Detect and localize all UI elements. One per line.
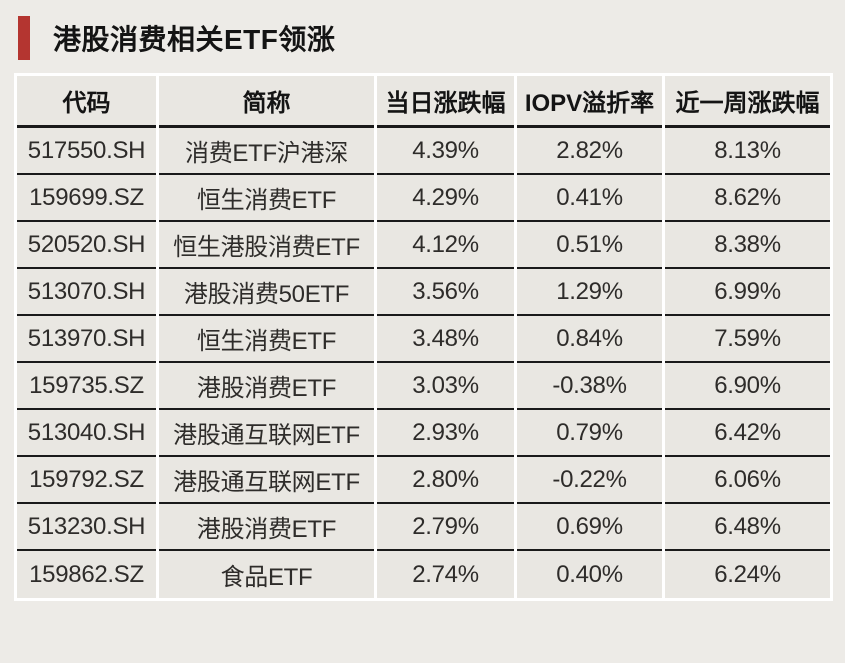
section-header: 港股消费相关ETF领涨 [18,15,845,60]
cell-weekly-change: 6.42% [665,410,830,457]
cell-daily-change: 4.39% [377,128,514,175]
cell-weekly-change: 6.48% [665,504,830,551]
cell-daily-change: 2.74% [377,551,514,598]
cell-iopv-premium: 2.82% [517,128,662,175]
cell-iopv-premium: 0.84% [517,316,662,363]
cell-weekly-change: 7.59% [665,316,830,363]
column-header: IOPV溢折率 [517,76,662,128]
cell-weekly-change: 6.06% [665,457,830,504]
cell-short-name: 食品ETF [159,551,374,598]
cell-iopv-premium: 0.40% [517,551,662,598]
page-title: 港股消费相关ETF领涨 [53,23,336,55]
cell-code: 513040.SH [17,410,156,457]
cell-short-name: 港股消费ETF [159,363,374,410]
table-row: 520520.SH 恒生港股消费ETF 4.12% 0.51% 8.38% [17,222,830,269]
cell-short-name: 恒生消费ETF [159,316,374,363]
column-header: 近一周涨跌幅 [665,76,830,128]
title-accent-bar [18,15,30,60]
cell-daily-change: 3.48% [377,316,514,363]
table-row: 513970.SH 恒生消费ETF 3.48% 0.84% 7.59% [17,316,830,363]
cell-iopv-premium: 1.29% [517,269,662,316]
table-row: 159862.SZ 食品ETF 2.74% 0.40% 6.24% [17,551,830,598]
table-row: 159699.SZ 恒生消费ETF 4.29% 0.41% 8.62% [17,175,830,222]
cell-weekly-change: 6.24% [665,551,830,598]
table-body: 517550.SH 消费ETF沪港深 4.39% 2.82% 8.13% 159699.S… [17,128,830,598]
cell-code: 159792.SZ [17,457,156,504]
cell-iopv-premium: 0.41% [517,175,662,222]
cell-iopv-premium: -0.22% [517,457,662,504]
cell-iopv-premium: 0.79% [517,410,662,457]
cell-code: 517550.SH [17,128,156,175]
cell-iopv-premium: 0.69% [517,504,662,551]
cell-code: 159735.SZ [17,363,156,410]
cell-short-name: 消费ETF沪港深 [159,128,374,175]
column-header: 当日涨跌幅 [377,76,514,128]
cell-daily-change: 3.56% [377,269,514,316]
cell-weekly-change: 8.13% [665,128,830,175]
etf-table: 代码 简称 当日涨跌幅 IOPV溢折率 近一周涨跌幅 517550.SH 消费ETF沪港深… [14,76,833,598]
cell-weekly-change: 8.38% [665,222,830,269]
cell-iopv-premium: -0.38% [517,363,662,410]
cell-short-name: 恒生港股消费ETF [159,222,374,269]
table-row: 517550.SH 消费ETF沪港深 4.39% 2.82% 8.13% [17,128,830,175]
cell-code: 520520.SH [17,222,156,269]
cell-short-name: 港股通互联网ETF [159,410,374,457]
table-row: 159792.SZ 港股通互联网ETF 2.80% -0.22% 6.06% [17,457,830,504]
cell-short-name: 恒生消费ETF [159,175,374,222]
table-row: 513230.SH 港股消费ETF 2.79% 0.69% 6.48% [17,504,830,551]
cell-weekly-change: 6.90% [665,363,830,410]
cell-daily-change: 2.93% [377,410,514,457]
cell-code: 159862.SZ [17,551,156,598]
table-row: 513040.SH 港股通互联网ETF 2.93% 0.79% 6.42% [17,410,830,457]
cell-iopv-premium: 0.51% [517,222,662,269]
cell-short-name: 港股消费ETF [159,504,374,551]
cell-code: 159699.SZ [17,175,156,222]
cell-daily-change: 2.80% [377,457,514,504]
etf-table-wrapper: 代码 简称 当日涨跌幅 IOPV溢折率 近一周涨跌幅 517550.SH 消费ETF沪港深… [14,73,833,601]
cell-code: 513230.SH [17,504,156,551]
table-row: 513070.SH 港股消费50ETF 3.56% 1.29% 6.99% [17,269,830,316]
cell-daily-change: 3.03% [377,363,514,410]
cell-code: 513070.SH [17,269,156,316]
table-row: 159735.SZ 港股消费ETF 3.03% -0.38% 6.90% [17,363,830,410]
column-header: 简称 [159,76,374,128]
cell-weekly-change: 6.99% [665,269,830,316]
cell-daily-change: 4.12% [377,222,514,269]
cell-daily-change: 2.79% [377,504,514,551]
cell-daily-change: 4.29% [377,175,514,222]
table-head: 代码 简称 当日涨跌幅 IOPV溢折率 近一周涨跌幅 [17,76,830,128]
cell-code: 513970.SH [17,316,156,363]
cell-weekly-change: 8.62% [665,175,830,222]
table-header-row: 代码 简称 当日涨跌幅 IOPV溢折率 近一周涨跌幅 [17,76,830,128]
page: 港股消费相关ETF领涨 代码 简称 当日涨跌幅 IOPV溢折率 近一周涨跌幅 51755… [0,15,845,601]
column-header: 代码 [17,76,156,128]
cell-short-name: 港股消费50ETF [159,269,374,316]
cell-short-name: 港股通互联网ETF [159,457,374,504]
